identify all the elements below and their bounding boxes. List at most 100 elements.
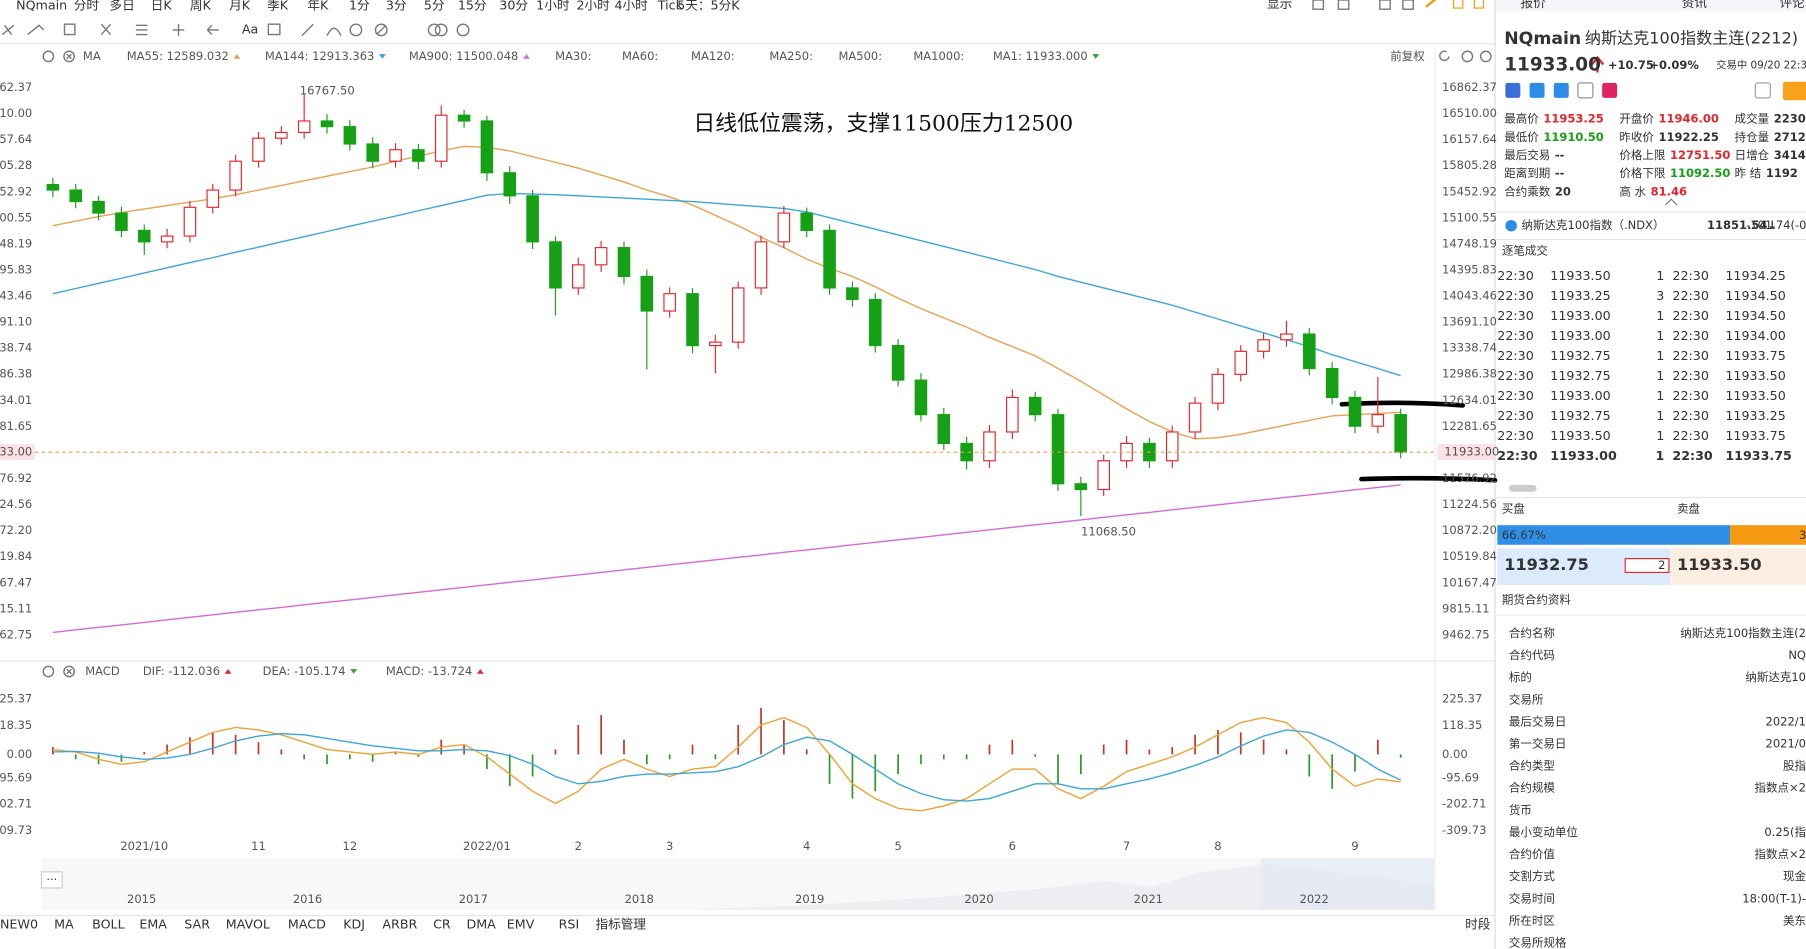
trade-cell: 11934.00 [1725,328,1785,343]
period-tab[interactable]: 分时 [74,0,100,12]
toolbar-icon [1425,0,1437,8]
period-tab[interactable]: 多日 [109,0,134,12]
y-tick-label: 14748.19 [0,236,32,250]
stat: 最高价 11953.25 [1504,111,1604,125]
period-tab[interactable]: Tick [657,0,684,12]
y-tick-label: 12281.65 [0,419,32,433]
ask-bg [1670,548,1806,586]
candle-body [868,298,882,347]
period-tab[interactable]: 月K [229,0,251,12]
indicator-tab[interactable]: EMV [507,916,535,931]
period-tab[interactable]: 4小时 [614,0,648,12]
y-tick-label: 13338.74 [1442,341,1497,355]
candle-body [754,241,768,289]
icon [1754,82,1771,99]
overview-handle[interactable] [40,871,63,889]
section-title: 期货合约资料 [1502,593,1572,607]
period-tab[interactable]: 季K [267,0,289,12]
period-tab[interactable]: 30分 [499,0,528,12]
contract-value: 2022/1 [1766,714,1806,728]
trade-cell: 11933.50 [1550,268,1610,283]
indicator-tab[interactable]: SAR [184,916,210,931]
y-tick-label: 15805.28 [0,158,32,172]
indicator-tab[interactable]: BOLL [92,916,125,931]
legend-entry: MA30: [555,49,591,63]
indicator-tab[interactable]: RSI [559,916,580,931]
stat: 距离到期 -- [1504,166,1564,180]
display-menu[interactable]: 显示 [1267,0,1292,11]
y-tick-label: 0.00 [1442,747,1468,761]
indicator-tab[interactable]: MACD [288,916,326,931]
candle-body [480,120,494,174]
period-tab[interactable]: 15分 [458,0,487,12]
last-price-label: 11933.00 [1444,445,1499,459]
low-label: 11068.50 [1081,525,1136,539]
period-tab[interactable]: 日K [151,0,173,12]
period-tab[interactable]: 5分 [424,0,445,12]
high-label: 16767.50 [300,84,355,98]
adjust-mode[interactable]: 前复权 [1390,49,1425,63]
contract-label: 合约规模 [1509,781,1556,795]
candle-body [1028,396,1042,416]
icon [1577,82,1594,99]
indicator-tab[interactable]: 指标管理 [595,916,646,931]
panel-tab[interactable]: 资讯 [1682,0,1708,10]
y-tick-label: 15452.92 [0,184,32,198]
overview-year: 2017 [459,892,488,906]
y-tick-label: 10167.47 [0,575,32,589]
trade-cell: 22:30 [1672,268,1708,283]
contract-value: 18:00(T-1)- [1742,891,1806,905]
y-tick-label: 15100.55 [0,210,32,224]
stat-label: 合约乘数 [1504,184,1551,198]
candle-body [69,189,83,203]
trade-cell: 1 [1656,268,1664,283]
indicator-tab[interactable]: DMA [466,916,496,931]
toolbar-icon [1452,0,1464,9]
y-tick-label: 11224.56 [0,497,32,511]
candle-body [1051,414,1065,485]
stat-value: 12751.50 [1670,148,1730,162]
icon [1529,82,1545,98]
legend-entry: MA60: [622,49,658,63]
contract-value: 股指 [1783,759,1806,773]
indicator-tab[interactable]: MAVOL [226,916,270,931]
trade-cell: 11933.25 [1550,288,1610,303]
indicator-tab[interactable]: MA [54,916,74,931]
panel-tab[interactable]: 报价 [1520,0,1546,10]
indicator-tab[interactable]: EMA [139,916,167,931]
y-tick-label: -95.69 [0,770,32,784]
period-tab[interactable]: 1分 [349,0,370,12]
candle-body [1165,431,1179,462]
candle-body [1074,483,1088,491]
period-tab[interactable]: 周K [190,0,212,12]
stat-label: 成交量 [1735,111,1770,125]
panel-tab[interactable]: 评论 [1780,0,1806,10]
candle-body [891,344,905,381]
caret [378,54,386,59]
trade-cell: 22:30 [1497,388,1533,403]
period-tab[interactable]: 年K [307,0,329,12]
overview-year: 2018 [625,892,654,906]
stat: 开盘价 11946.00 [1619,111,1719,125]
indicator-tab[interactable]: NEW0 [0,916,38,931]
period-tab[interactable]: 2小时 [576,0,610,12]
trade-cell: 11933.00 [1550,448,1617,463]
indicator-tab[interactable]: ARBR [382,916,417,931]
candle-body [366,143,379,162]
indicator-tab[interactable]: CR [433,916,451,931]
y-tick-label: 16157.64 [0,132,32,146]
y-tick-label: 11576.92 [1442,471,1497,485]
y-tick-label: 12986.38 [0,367,32,381]
indicator-tab[interactable]: 时段 [1465,916,1491,931]
contract-value: 指数点×2 [1755,781,1806,795]
contract-label: 最后交易日 [1509,714,1567,728]
indicator-tab[interactable]: KDJ [343,916,365,931]
period-tab[interactable]: 3分 [386,0,407,12]
trade-cell: 11933.00 [1550,388,1610,403]
period-tab[interactable]: 5天：5分K [677,0,740,12]
period-tab[interactable]: 1小时 [536,0,570,12]
stat-value: -- [1555,166,1565,180]
stat-value: 11946.00 [1659,111,1719,125]
sell-ratio: 3 [1799,528,1806,542]
